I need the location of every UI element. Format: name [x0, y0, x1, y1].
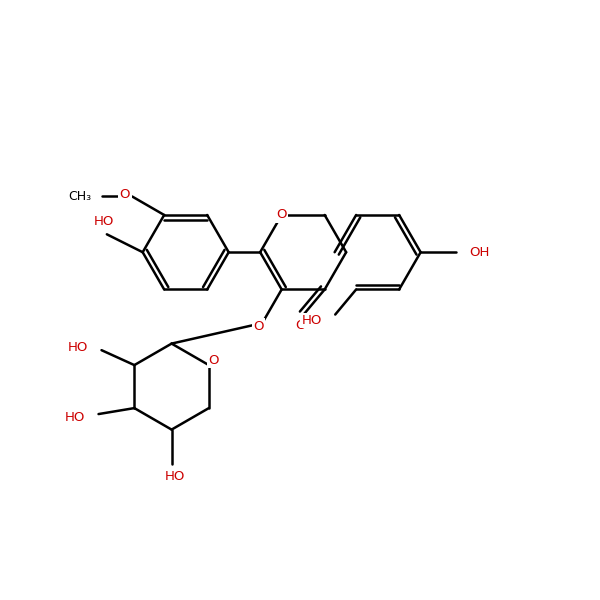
Text: O: O	[119, 188, 130, 201]
Text: OH: OH	[470, 246, 490, 259]
Text: CH₃: CH₃	[68, 190, 92, 203]
Text: HO: HO	[302, 314, 322, 327]
Text: O: O	[208, 354, 219, 367]
Text: O: O	[253, 320, 263, 332]
Text: HO: HO	[68, 341, 88, 353]
Text: O: O	[295, 319, 306, 332]
Text: O: O	[277, 208, 287, 221]
Text: HO: HO	[94, 215, 114, 227]
Text: HO: HO	[65, 410, 85, 424]
Text: HO: HO	[164, 470, 185, 482]
